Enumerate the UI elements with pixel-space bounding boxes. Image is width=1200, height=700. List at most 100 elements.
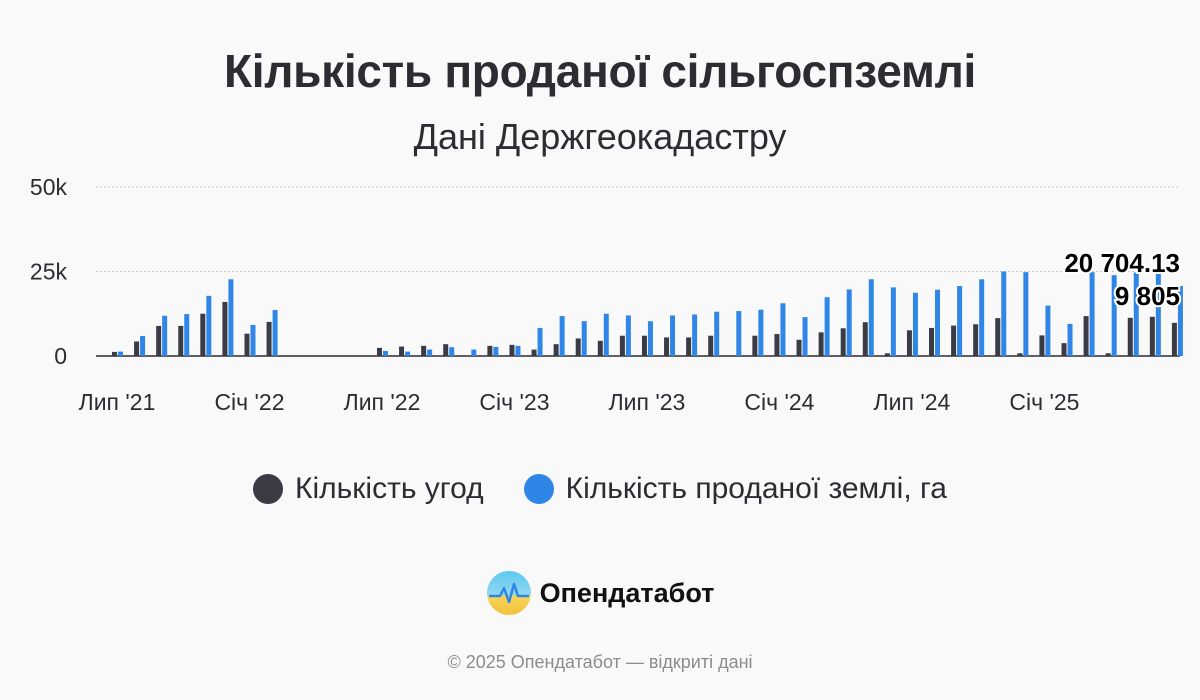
brand[interactable]: Опендатабот: [0, 570, 1200, 616]
bar-area: [1133, 272, 1139, 356]
bar-deals: [509, 344, 515, 356]
bar-area: [118, 351, 123, 356]
bar-area: [471, 349, 477, 356]
x-tick-label: Лип '23: [609, 389, 686, 415]
bar-area: [912, 292, 918, 356]
bar-area: [1023, 272, 1029, 356]
chart-legend: Кількість угод Кількість проданої землі,…: [0, 472, 1200, 506]
bar-area: [162, 315, 168, 356]
x-tick-label: Січ '24: [744, 389, 814, 415]
bar-area: [1111, 275, 1117, 356]
bar-area: [692, 314, 698, 356]
bar-deals: [951, 325, 957, 356]
bar-deals: [840, 328, 846, 356]
bar-area: [824, 297, 830, 356]
bar-deals: [1127, 317, 1133, 356]
bar-deals: [973, 324, 979, 356]
bar-deals: [597, 340, 603, 356]
bar-area: [846, 289, 852, 356]
chart-subtitle: Дані Держгеокадастру: [413, 116, 787, 157]
bar-deals: [774, 334, 780, 356]
x-tick-label: Січ '23: [479, 389, 549, 415]
bar-deals: [1017, 353, 1023, 356]
x-tick-label: Лип '22: [344, 389, 421, 415]
bar-deals: [376, 347, 382, 356]
bar-deals: [929, 327, 935, 356]
bar-area: [1001, 271, 1007, 356]
bar-area: [272, 310, 278, 356]
bar-area: [493, 346, 499, 356]
bar-deals: [995, 318, 1001, 356]
bar-area: [714, 311, 720, 356]
bar-area: [184, 314, 190, 356]
bar-deals: [487, 345, 493, 356]
bar-deals: [1039, 335, 1045, 356]
bar-area: [559, 316, 565, 356]
bar-deals: [266, 321, 272, 356]
bar-deals: [619, 335, 625, 356]
x-tick-label: Січ '22: [214, 389, 284, 415]
bar-deals: [818, 332, 824, 356]
bar-deals: [1105, 353, 1111, 356]
legend-label-deals: Кількість угод: [295, 472, 484, 505]
bar-area: [537, 327, 543, 356]
x-tick-label: Лип '24: [874, 389, 951, 415]
bar-area: [603, 313, 609, 356]
bar-chart: 0 25k 50k Лип '21 Січ '22 Лип '22 Січ '23 Лип '…: [30, 174, 1183, 415]
bar-deals: [575, 338, 581, 356]
bar-deals: [156, 325, 162, 356]
bar-deals: [641, 335, 647, 356]
bar-area: [515, 345, 521, 356]
bar-area: [140, 336, 146, 356]
bar-deals: [178, 325, 184, 356]
bar-deals: [862, 322, 868, 356]
bar-deals: [796, 339, 802, 356]
bar-area: [1067, 323, 1073, 356]
data-label-deals: 9 805: [1115, 281, 1180, 311]
y-tick-label: 25k: [30, 259, 68, 285]
bar-area: [979, 279, 985, 356]
bar-area: [1045, 305, 1051, 356]
bar-deals: [1149, 316, 1155, 356]
bar-deals: [531, 349, 537, 356]
bar-deals: [1171, 322, 1177, 356]
bar-area: [758, 309, 764, 356]
bar-area: [449, 347, 455, 356]
bar-area: [405, 351, 411, 356]
chart-title: Кількість проданої сільгоспземлі: [223, 45, 977, 97]
bar-area: [935, 289, 941, 356]
bar-deals: [752, 335, 758, 356]
legend-swatch-area: [523, 474, 554, 504]
bar-area: [427, 349, 433, 356]
bar-area: [1089, 272, 1095, 356]
legend-item-deals[interactable]: Кількість угод: [253, 472, 484, 506]
bar-deals: [553, 344, 559, 356]
bar-area: [890, 287, 896, 356]
brand-logo-icon: [486, 571, 531, 615]
bar-deals: [443, 344, 449, 356]
bar-area: [736, 311, 742, 356]
x-tick-label: Лип '21: [79, 389, 156, 415]
bar-area: [1155, 271, 1161, 356]
bar-deals: [906, 330, 912, 356]
bar-deals: [664, 337, 670, 356]
bar-area: [228, 279, 234, 356]
bar-deals: [244, 333, 250, 356]
bar-area: [670, 315, 676, 356]
bar-deals: [200, 313, 206, 356]
bar-area: [250, 324, 256, 356]
bar-deals: [222, 301, 228, 356]
bar-deals: [421, 345, 427, 356]
bar-deals: [686, 337, 692, 356]
legend-label-area: Кількість проданої землі, га: [565, 472, 947, 505]
legend-item-area[interactable]: Кількість проданої землі, га: [523, 472, 947, 506]
y-tick-label: 50k: [30, 174, 68, 200]
bar-deals: [399, 346, 405, 356]
x-tick-label: Січ '25: [1009, 389, 1079, 415]
legend-swatch-deals: [253, 474, 284, 504]
bar-deals: [134, 341, 140, 356]
bar-deals: [1083, 316, 1089, 356]
bar-deals: [884, 353, 890, 356]
bar-area: [625, 315, 631, 356]
brand-name: Опендатабот: [539, 577, 715, 608]
